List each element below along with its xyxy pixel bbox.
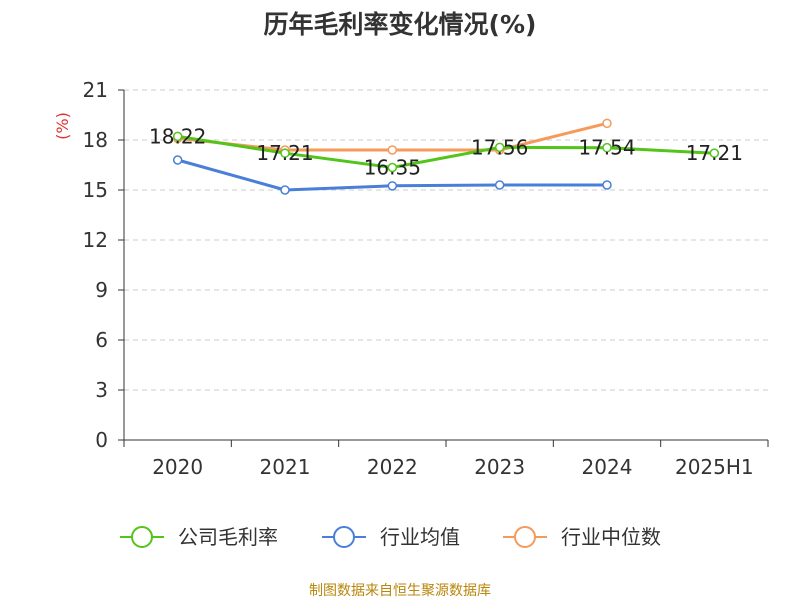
data-point[interactable] (387, 145, 398, 155)
y-tick-label: 18 (83, 128, 108, 152)
legend-item-1[interactable]: 行业均值 (322, 525, 460, 549)
data-point[interactable] (387, 181, 398, 191)
y-tick-label: 15 (83, 178, 108, 202)
x-tick-label: 2024 (582, 455, 633, 479)
axes (118, 89, 769, 447)
y-tick-label: 3 (95, 378, 108, 402)
x-tick-label: 2020 (152, 455, 203, 479)
data-point[interactable] (602, 180, 612, 190)
y-tick-label: 6 (95, 328, 108, 352)
data-point[interactable] (602, 118, 612, 129)
data-label: 17.56 (471, 135, 528, 159)
data-point[interactable] (172, 155, 183, 165)
legend[interactable]: 公司毛利率 行业均值 行业中位数 (120, 525, 661, 549)
x-tick-label: 2021 (260, 455, 311, 479)
data-label: 18.22 (149, 124, 206, 148)
x-tick-label: 2025H1 (675, 455, 754, 479)
legend-marker-icon (514, 526, 536, 548)
data-point[interactable] (172, 131, 183, 142)
data-point[interactable] (494, 180, 505, 190)
y-tick-label: 12 (83, 228, 108, 252)
legend-label: 公司毛利率 (178, 525, 278, 549)
data-label: 17.21 (686, 141, 743, 165)
series-line-0 (177, 134, 715, 169)
chart-title: 历年毛利率变化情况(%) (264, 10, 537, 39)
x-tick-label: 2023 (474, 455, 525, 479)
legend-label: 行业均值 (380, 525, 460, 549)
legend-item-2[interactable]: 行业中位数 (503, 525, 661, 549)
data-label: 17.21 (256, 141, 313, 165)
legend-item-0[interactable]: 公司毛利率 (120, 525, 278, 549)
gridlines (124, 89, 768, 391)
legend-marker-icon (333, 526, 355, 548)
data-point[interactable] (709, 148, 720, 158)
data-point[interactable] (387, 162, 398, 173)
data-label: 16.35 (364, 156, 421, 180)
y-tick-label: 0 (95, 428, 108, 452)
y-tick-label: 9 (95, 278, 108, 302)
x-tick-label: 2022 (367, 455, 418, 479)
legend-label: 行业中位数 (561, 525, 661, 549)
y-tick-label: 21 (83, 78, 108, 102)
tick-labels: 0 3 6 9 12 15 18 21 2020 2021 2022 2023 2024 2025H1 (83, 78, 754, 479)
data-label: 17.54 (578, 136, 635, 160)
data-labels: 18.22 17.21 16.35 17.56 17.54 17.21 (149, 124, 743, 179)
data-point[interactable] (280, 185, 290, 195)
data-point[interactable] (280, 148, 290, 158)
series-lines (172, 118, 720, 195)
data-point[interactable] (602, 142, 612, 153)
legend-marker-icon (131, 526, 153, 548)
data-point[interactable] (494, 142, 505, 153)
y-axis-unit: (%) (53, 112, 72, 140)
source-note: 制图数据来自恒生聚源数据库 (309, 583, 491, 599)
